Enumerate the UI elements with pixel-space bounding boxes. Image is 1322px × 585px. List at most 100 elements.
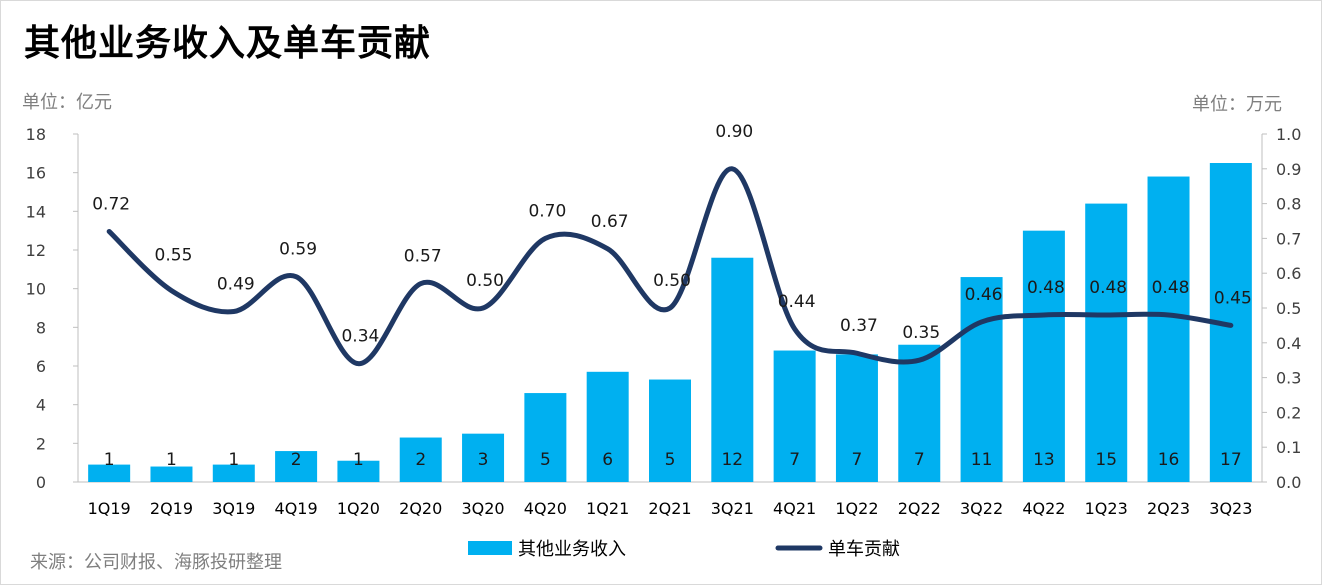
bar-3Q22 [960, 277, 1003, 482]
line-value-label: 0.35 [902, 323, 940, 343]
legend: 其他业务收入 单车贡献 [468, 539, 900, 560]
x-tick-label: 2Q21 [648, 499, 691, 518]
bar-1Q19 [88, 464, 131, 482]
x-axis-ticks: 1Q19 2Q19 3Q19 4Q19 1Q20 2Q20 3Q20 4Q20 1Q21 2Q21… [88, 499, 1253, 518]
x-tick-label: 3Q22 [960, 499, 1003, 518]
line-value-label: 0.72 [92, 194, 130, 214]
bar-4Q22 [1022, 230, 1065, 482]
source-note: 来源：公司财报、海豚投研整理 [30, 552, 282, 573]
line-value-label: 0.59 [279, 240, 317, 260]
left-tick-label: 10 [26, 280, 46, 299]
bar-value-label: 1 [104, 450, 115, 470]
line-value-label: 0.48 [1152, 278, 1190, 298]
bar-2Q23 [1147, 176, 1190, 483]
bar-3Q19 [212, 464, 255, 482]
left-tick-label: 8 [36, 318, 46, 337]
line-value-label: 0.49 [217, 274, 255, 294]
right-tick-label: 0.3 [1276, 369, 1301, 388]
x-tick-label: 2Q22 [898, 499, 941, 518]
bar-4Q20 [524, 393, 567, 482]
right-tick-label: 0.7 [1276, 229, 1301, 248]
bar-labels: 1 1 1 2 1 2 3 5 6 5 12 7 7 7 11 13 15 16 17 [104, 450, 1242, 470]
bar-value-label: 16 [1158, 450, 1180, 470]
right-tick-label: 0.8 [1276, 195, 1301, 214]
bar-value-label: 12 [721, 450, 743, 470]
bar-1Q20 [337, 460, 380, 482]
x-tick-label: 3Q20 [461, 499, 504, 518]
bar-4Q21 [773, 350, 816, 482]
bar-3Q21 [711, 257, 754, 482]
bar-value-label: 6 [602, 450, 613, 470]
line-value-label: 0.48 [1027, 278, 1065, 298]
line-value-label: 0.45 [1214, 288, 1252, 308]
bar-value-label: 11 [971, 450, 993, 470]
x-tick-label: 3Q21 [711, 499, 754, 518]
x-tick-label: 4Q19 [275, 499, 318, 518]
x-tick-label: 2Q23 [1147, 499, 1190, 518]
legend-bar-swatch [468, 541, 512, 555]
right-tick-label: 0.2 [1276, 403, 1301, 422]
bar-value-label: 5 [540, 450, 551, 470]
x-tick-label: 2Q19 [150, 499, 193, 518]
bar-2Q20 [399, 437, 442, 482]
bar-value-label: 13 [1033, 450, 1055, 470]
x-tick-label: 1Q23 [1085, 499, 1128, 518]
x-tick-label: 4Q20 [524, 499, 567, 518]
left-tick-label: 6 [36, 357, 46, 376]
right-tick-label: 1.0 [1276, 125, 1301, 144]
right-tick-label: 0.0 [1276, 473, 1301, 492]
right-tick-label: 0.9 [1276, 160, 1301, 179]
bar-3Q20 [462, 433, 505, 482]
left-tick-label: 2 [36, 434, 46, 453]
line-value-label: 0.55 [155, 246, 193, 266]
right-tick-label: 0.4 [1276, 334, 1301, 353]
bar-value-label: 3 [478, 450, 489, 470]
left-tick-label: 18 [26, 125, 46, 144]
left-tick-label: 16 [26, 164, 46, 183]
line-series [106, 166, 1234, 367]
line-value-label: 0.50 [653, 271, 691, 291]
right-tick-label: 0.1 [1276, 438, 1301, 457]
right-axis-unit: 单位：万元 [1192, 94, 1282, 115]
right-tick-label: 0.5 [1276, 299, 1301, 318]
line-value-label: 0.48 [1089, 278, 1127, 298]
line-value-label: 0.90 [715, 122, 753, 142]
x-tick-label: 1Q19 [88, 499, 131, 518]
bar-value-label: 15 [1095, 450, 1117, 470]
bar-value-label: 7 [789, 450, 800, 470]
bar-2Q21 [649, 379, 691, 482]
bar-series [88, 163, 1252, 483]
line-value-label: 0.44 [778, 292, 816, 312]
line-value-label: 0.67 [591, 212, 629, 232]
legend-line-label: 单车贡献 [828, 539, 900, 560]
left-axis-unit: 单位：亿元 [22, 92, 112, 113]
line-labels: 0.72 0.55 0.49 0.59 0.34 0.57 0.50 0.70 0.67 0.50… [92, 122, 1252, 347]
chart-title: 其他业务收入及单车贡献 [24, 23, 432, 64]
bar-value-label: 5 [665, 450, 676, 470]
bar-1Q22 [835, 354, 878, 482]
bar-value-label: 17 [1220, 450, 1242, 470]
left-tick-label: 0 [36, 473, 46, 492]
x-tick-label: 4Q22 [1022, 499, 1065, 518]
x-tick-label: 1Q22 [835, 499, 878, 518]
right-axis-ticks: 0.0 0.1 0.2 0.3 0.4 0.5 0.6 0.7 0.8 0.9 1.0 [1262, 125, 1301, 492]
line-value-label: 0.37 [840, 316, 878, 336]
line-value-label: 0.50 [466, 271, 504, 291]
bar-value-label: 2 [291, 450, 302, 470]
bar-2Q22 [898, 344, 941, 482]
bar-value-label: 7 [852, 450, 863, 470]
bar-4Q19 [275, 451, 318, 482]
x-tick-label: 4Q21 [773, 499, 816, 518]
bar-1Q23 [1085, 203, 1128, 482]
line-value-label: 0.34 [341, 327, 379, 347]
x-tick-label: 3Q19 [212, 499, 255, 518]
x-tick-label: 2Q20 [399, 499, 442, 518]
x-tick-label: 3Q23 [1209, 499, 1252, 518]
right-tick-label: 0.6 [1276, 264, 1301, 283]
line-value-label: 0.46 [965, 285, 1003, 305]
x-tick-label: 1Q21 [586, 499, 629, 518]
left-tick-label: 14 [26, 202, 46, 221]
bar-1Q21 [586, 371, 629, 482]
bar-2Q19 [150, 466, 193, 482]
